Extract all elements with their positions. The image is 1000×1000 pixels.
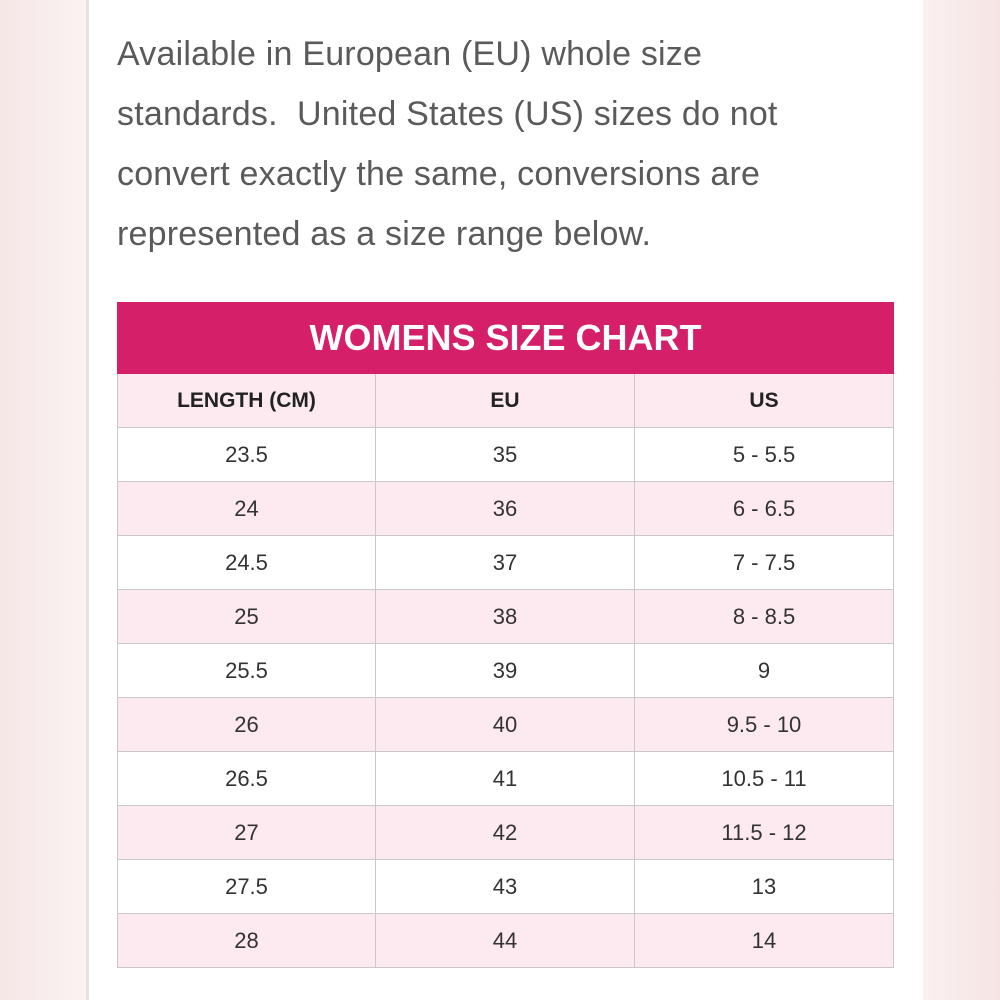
intro-text: Available in European (EU) whole size sta… (117, 24, 778, 264)
data-row: 28 44 14 (117, 913, 894, 968)
table-title: WOMENS SIZE CHART (117, 302, 894, 374)
cell: 39 (375, 643, 635, 698)
cell: 11.5 - 12 (634, 805, 894, 860)
cell: 9.5 - 10 (634, 697, 894, 752)
cell: 43 (375, 859, 635, 914)
cell: 36 (375, 481, 635, 536)
cell: 40 (375, 697, 635, 752)
data-row: 23.5 35 5 - 5.5 (117, 427, 894, 482)
cell: 27 (117, 805, 376, 860)
header-row: LENGTH (CM) EU US (117, 373, 894, 428)
data-row: 24 36 6 - 6.5 (117, 481, 894, 536)
data-row: 24.5 37 7 - 7.5 (117, 535, 894, 590)
cell: 6 - 6.5 (634, 481, 894, 536)
cell: 9 (634, 643, 894, 698)
data-row: 26 40 9.5 - 10 (117, 697, 894, 752)
size-chart: WOMENS SIZE CHART LENGTH (CM) EU US 23.5 35 5… (117, 302, 894, 968)
column-header: LENGTH (CM) (117, 373, 376, 428)
cell: 26 (117, 697, 376, 752)
intro-line: standards. United States (US) sizes do n… (117, 95, 778, 133)
cell: 42 (375, 805, 635, 860)
cell: 44 (375, 913, 635, 968)
cell: 5 - 5.5 (634, 427, 894, 482)
intro-line: represented as a size range below. (117, 215, 652, 253)
cell: 25.5 (117, 643, 376, 698)
data-row: 25.5 39 9 (117, 643, 894, 698)
cell: 41 (375, 751, 635, 806)
cell: 13 (634, 859, 894, 914)
data-row: 27.5 43 13 (117, 859, 894, 914)
intro-line: Available in European (EU) whole size (117, 35, 703, 73)
data-row: 27 42 11.5 - 12 (117, 805, 894, 860)
cell: 24 (117, 481, 376, 536)
cell: 28 (117, 913, 376, 968)
cell: 37 (375, 535, 635, 590)
cell: 10.5 - 11 (634, 751, 894, 806)
data-row: 25 38 8 - 8.5 (117, 589, 894, 644)
cell: 7 - 7.5 (634, 535, 894, 590)
cell: 26.5 (117, 751, 376, 806)
intro-line: convert exactly the same, conversions ar… (117, 155, 761, 193)
cell: 8 - 8.5 (634, 589, 894, 644)
cell: 38 (375, 589, 635, 644)
cell: 14 (634, 913, 894, 968)
data-row: 26.5 41 10.5 - 11 (117, 751, 894, 806)
title-row: WOMENS SIZE CHART (117, 302, 894, 374)
cell: 24.5 (117, 535, 376, 590)
cell: 35 (375, 427, 635, 482)
cell: 25 (117, 589, 376, 644)
column-header: EU (375, 373, 635, 428)
cell: 27.5 (117, 859, 376, 914)
column-header: US (634, 373, 894, 428)
cell: 23.5 (117, 427, 376, 482)
